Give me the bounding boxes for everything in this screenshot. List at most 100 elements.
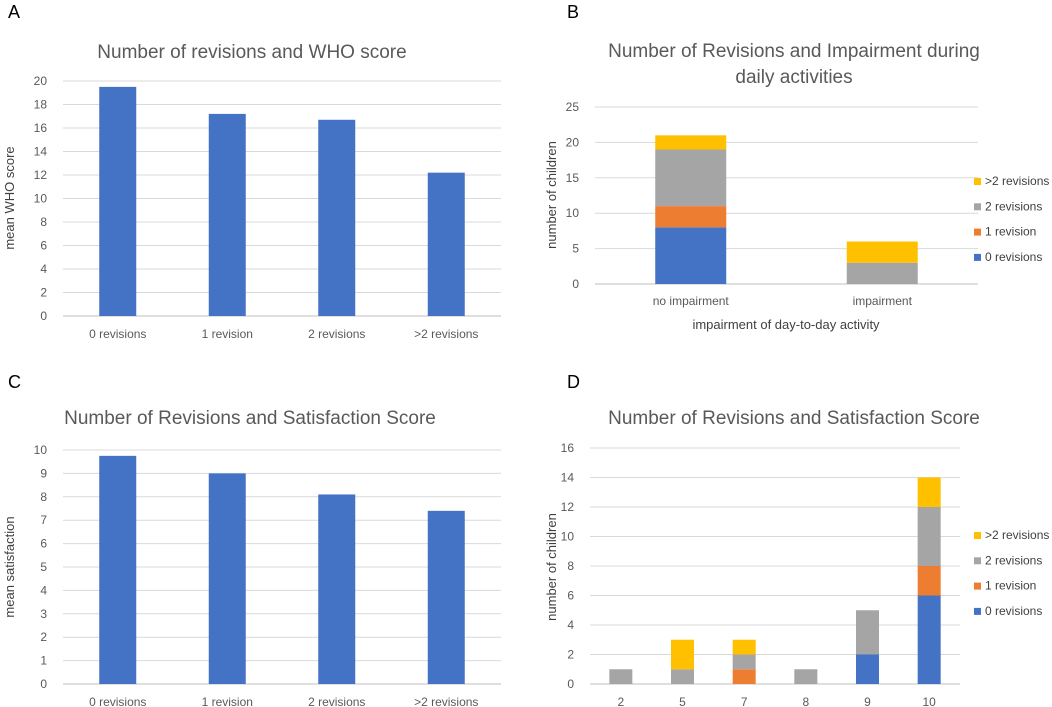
panel-letter: C [8, 372, 21, 392]
x-axis-title: impairment of day-to-day activity [692, 317, 880, 332]
legend-swatch [974, 532, 981, 539]
legend-swatch [974, 557, 981, 565]
bar-segment [846, 262, 918, 284]
x-tick-label: 0 revisions [89, 327, 146, 341]
x-tick-label: 0 revisions [89, 695, 146, 707]
y-tick-label: 2 [40, 286, 47, 300]
x-tick-label: 1 revision [202, 327, 253, 341]
bar [99, 455, 137, 684]
legend-label: >2 revisions [985, 174, 1049, 188]
x-tick-label: 2 revisions [308, 327, 365, 341]
y-tick-label: 3 [40, 607, 47, 621]
bar-segment [609, 669, 633, 684]
y-tick-label: 20 [34, 74, 48, 88]
y-tick-label: 9 [40, 466, 47, 480]
y-tick-label: 16 [561, 441, 575, 455]
y-tick-label: 6 [40, 239, 47, 253]
chart-panel-b: B Number of Revisions and Impairment duri… [544, 2, 1049, 332]
bar-segment [732, 669, 756, 684]
bar-segment [846, 241, 918, 263]
y-tick-label: 12 [561, 500, 575, 514]
x-tick-label: >2 revisions [414, 695, 478, 707]
bar-segment [655, 227, 727, 284]
x-tick-label: >2 revisions [414, 327, 478, 341]
y-axis-title: mean WHO score [2, 146, 17, 249]
y-tick-label: 14 [561, 471, 575, 485]
bar [208, 473, 246, 684]
x-tick-label: 5 [679, 695, 686, 707]
legend-swatch [974, 607, 981, 615]
bar-segment [655, 149, 727, 207]
bar-segment [856, 654, 879, 684]
x-tick-label: 8 [802, 695, 809, 707]
bar [99, 86, 137, 316]
bar-segment [917, 507, 941, 566]
x-tick-label: 2 revisions [308, 695, 365, 707]
y-tick-label: 4 [567, 618, 574, 632]
y-tick-label: 6 [567, 589, 574, 603]
legend-label: 1 revision [985, 225, 1036, 239]
y-tick-label: 2 [567, 648, 574, 662]
bar [427, 510, 465, 684]
legend-label: 0 revisions [985, 604, 1042, 618]
bar-segment [671, 669, 694, 684]
y-tick-label: 10 [34, 443, 48, 457]
chart-title-line: Number of Revisions and Impairment durin… [608, 41, 980, 62]
chart-title: Number of Revisions and Satisfaction Sco… [64, 408, 436, 429]
y-tick-label: 16 [34, 121, 48, 135]
legend-label: 2 revisions [985, 199, 1042, 213]
y-tick-label: 5 [572, 242, 579, 256]
legend-swatch [974, 253, 981, 261]
bar-segment [917, 595, 941, 684]
bar-segment [732, 654, 756, 670]
chart-panel-a: A Number of revisions and WHO score 0 2 4 6 8 1… [2, 2, 501, 341]
x-tick-label: 2 [617, 695, 624, 707]
bar-segment [856, 610, 879, 655]
y-axis-title: mean satisfaction [2, 516, 17, 617]
y-tick-label: 15 [566, 171, 580, 185]
legend-label: 0 revisions [985, 250, 1042, 264]
bar-segment [917, 477, 941, 507]
bar [208, 113, 246, 317]
y-tick-label: 1 [40, 654, 47, 668]
chart-title-line: daily activities [735, 67, 852, 88]
x-tick-label: 9 [864, 695, 871, 707]
legend-swatch [974, 582, 981, 590]
bar [318, 494, 356, 684]
legend-label: 1 revision [985, 579, 1036, 593]
x-tick-label: no impairment [653, 294, 730, 308]
y-tick-label: 20 [566, 135, 580, 149]
y-tick-label: 6 [40, 537, 47, 551]
panel-letter: D [567, 372, 580, 392]
y-tick-label: 12 [34, 168, 48, 182]
bar-segment [655, 135, 727, 150]
y-tick-label: 25 [566, 100, 580, 114]
y-tick-label: 10 [34, 192, 48, 206]
x-tick-label: impairment [853, 294, 913, 308]
y-tick-label: 14 [34, 145, 48, 159]
chart-panel-c: C Number of Revisions and Satisfaction Sc… [2, 372, 501, 707]
y-tick-label: 0 [40, 309, 47, 323]
bar [427, 172, 465, 316]
y-tick-label: 18 [34, 98, 48, 112]
bar-segment [732, 639, 756, 655]
y-axis-title: number of children [544, 513, 559, 621]
panel-letter: A [8, 2, 20, 22]
y-tick-label: 10 [561, 530, 575, 544]
chart-title: Number of revisions and WHO score [97, 42, 406, 63]
y-tick-label: 4 [40, 262, 47, 276]
chart-panel-d: D Number of Revisions and Satisfaction Sc… [544, 372, 1049, 707]
y-tick-label: 0 [567, 677, 574, 691]
y-tick-label: 8 [40, 490, 47, 504]
legend-swatch [974, 178, 981, 185]
legend-label: 2 revisions [985, 553, 1042, 567]
bar-segment [917, 566, 941, 596]
x-tick-label: 7 [741, 695, 748, 707]
y-axis-title: number of children [544, 141, 559, 249]
y-tick-label: 2 [40, 630, 47, 644]
bar [318, 119, 356, 317]
y-tick-label: 8 [567, 559, 574, 573]
y-tick-label: 0 [40, 677, 47, 691]
legend-swatch [974, 228, 981, 236]
